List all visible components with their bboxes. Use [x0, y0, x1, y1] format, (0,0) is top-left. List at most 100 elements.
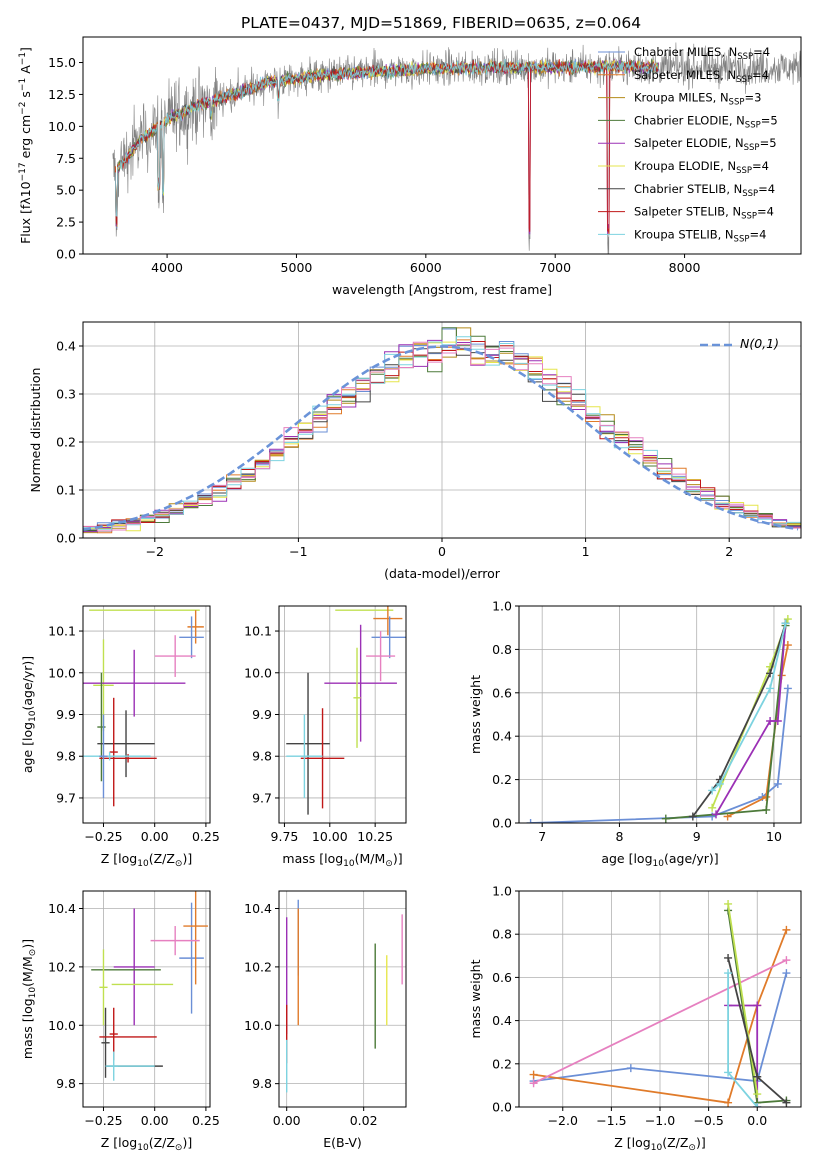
mass-vs-ebv-panel: 0.00 0.02 9.8 10.0 10.2 10.4 E(B-V) [244, 890, 407, 1150]
mass-weight-line [727, 903, 759, 1095]
y-axis-label: age [log10​(age/yr)] [20, 656, 38, 773]
mass-weight-marker [783, 641, 792, 650]
mass-weight-marker [724, 969, 733, 978]
label-part: )] [182, 851, 192, 866]
legend-text: =4 [749, 227, 766, 241]
label-part: )] [20, 939, 35, 949]
x-tick-label: −1 [289, 544, 307, 559]
plot-area [526, 615, 792, 823]
label-part: λ [18, 197, 33, 205]
residuals-panel: N(0,1) −2 −1 0 1 2 0.0 0.1 0.2 0.3 0.4 (data-model)… [28, 321, 802, 581]
axes-frame [518, 605, 802, 824]
label-part: (age/yr)] [664, 851, 719, 866]
figure-title: PLATE=0437, MJD=51869, FIBERID=0635, z=0… [241, 14, 641, 32]
y-tick-label: 10.0 [244, 1018, 272, 1033]
legend-subscript: SSP [736, 75, 752, 85]
mass-weight-line [692, 623, 787, 818]
label-part: 10 [651, 1143, 663, 1153]
x-tick-label: 6000 [410, 260, 442, 275]
mass-weight-marker [626, 1064, 635, 1073]
y-tick-label: 0.4 [492, 1013, 512, 1028]
axes-frame [278, 890, 407, 1108]
label-part: Flux [f [18, 204, 33, 244]
x-tick-label: 2 [725, 544, 733, 559]
label-part: (Z/Z [662, 1135, 688, 1150]
label-part: −1 [18, 52, 28, 65]
legend-subscript: SSP [745, 120, 761, 130]
mass-weight-marker [526, 819, 535, 823]
x-axis-label: age [log10​(age/yr)] [601, 851, 718, 869]
x-tick-label: 8 [615, 829, 623, 844]
y-tick-label: 0.1 [56, 483, 76, 498]
mass-weight-marker [708, 786, 717, 795]
legend-text: =4 [753, 45, 770, 59]
y-tick-label: 12.5 [48, 87, 76, 102]
legend-subscript: SSP [729, 98, 745, 108]
label-part: age [log [601, 851, 652, 866]
x-tick-label: 0.02 [350, 1113, 378, 1128]
y-tick-label: 10.2 [48, 959, 76, 974]
x-tick-label: 0.25 [192, 1113, 220, 1128]
legend-subscript: SSP [742, 189, 758, 199]
mass-weight-marker [783, 684, 792, 693]
mass-weight-vs-age-panel: 7 8 9 10 0.0 0.2 0.4 0.6 0.8 1.0 age [log10​(age/y… [468, 599, 802, 869]
plot-area [91, 891, 208, 1081]
mass-weight-line [533, 959, 787, 1085]
x-tick-label: 0.00 [273, 1113, 301, 1128]
x-axis-label: Z [log10​(Z/Z⊙​)] [101, 851, 192, 869]
y-tick-label: 0.8 [492, 927, 512, 942]
x-tick-label: 7 [538, 829, 546, 844]
x-tick-label: 0.0 [747, 1113, 767, 1128]
y-axis-label: mass [log10​(M/M⊙​)] [20, 939, 38, 1059]
y-axis-label: mass weight [468, 959, 483, 1038]
y-tick-label: 0.6 [492, 970, 512, 985]
mass-weight-marker [712, 810, 721, 819]
plot-area [112, 42, 801, 254]
label-part: mass [log [282, 851, 343, 866]
x-axis-label: Z [log10​(Z/Z⊙​)] [614, 1135, 705, 1153]
legend-label: Kroupa MILES, NSSP=3 [634, 91, 761, 108]
x-tick-label: −0.25 [84, 829, 122, 844]
legend-label: Chabrier ELODIE, NSSP=5 [634, 113, 778, 130]
plot-area [83, 609, 204, 807]
y-tick-label: 0.4 [492, 729, 512, 744]
x-tick-label: −2.0 [548, 1113, 578, 1128]
legend-text: =5 [761, 113, 778, 127]
legend-text: =4 [752, 68, 769, 82]
mass-weight-marker [781, 619, 790, 628]
label-part: Z [log [101, 1135, 137, 1150]
label-part: ⊙ [28, 949, 38, 957]
label-part: ] [18, 47, 33, 52]
label-part: )] [696, 1135, 706, 1150]
label-part: −1 [18, 78, 28, 91]
legend-text: Kroupa STELIB, N [634, 227, 734, 241]
y-tick-label: 1.0 [492, 884, 512, 899]
label-part: (Z/Z [149, 1135, 175, 1150]
legend-label: Chabrier MILES, NSSP=4 [634, 45, 770, 62]
y-tick-label: 9.8 [56, 1076, 76, 1091]
x-tick-label: 5000 [281, 260, 313, 275]
legend-text: =3 [744, 91, 761, 105]
residual-histogram [83, 336, 801, 530]
y-axis-label: Flux [fλ10−17​ erg cm−2​ s−1​ A−1​] [18, 47, 33, 244]
mass-weight-marker [724, 899, 733, 908]
y-tick-label: 0.2 [492, 1056, 512, 1071]
mass-weight-line [711, 623, 787, 792]
mass-vs-metallicity-panel: −0.25 0.00 0.25 9.8 10.0 10.2 10.4 Z [log10​(Z/… [20, 890, 220, 1153]
legend-label: Kroupa ELODIE, NSSP=4 [634, 159, 769, 176]
mass-weight-marker [529, 1079, 538, 1088]
x-tick-label: 9 [693, 829, 701, 844]
x-tick-label: −0.25 [84, 1113, 122, 1128]
y-tick-label: 0.6 [492, 685, 512, 700]
x-tick-label: 9.75 [271, 829, 299, 844]
legend-text: Salpeter MILES, N [634, 68, 736, 82]
x-tick-label: 0.25 [192, 829, 220, 844]
legend-text: Salpeter ELODIE, N [634, 136, 744, 150]
x-tick-label: 7000 [539, 260, 571, 275]
legend-label: Salpeter ELODIE, NSSP=5 [634, 136, 777, 153]
label-part: (M/M [20, 956, 35, 987]
mass-weight-marker [782, 956, 791, 965]
